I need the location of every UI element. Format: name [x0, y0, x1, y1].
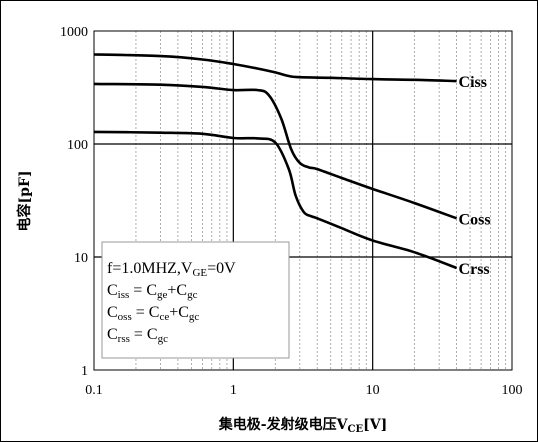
- x-tick-label: 100: [502, 383, 523, 398]
- annotation-line-2: Ciss = Cge+Cgc: [107, 282, 198, 301]
- series-label-coss: Coss: [459, 211, 491, 228]
- plot-border: [93, 30, 513, 371]
- series-line-coss: [93, 82, 458, 220]
- series-line-crss: [93, 130, 458, 270]
- x-tick-label: 1: [230, 383, 237, 398]
- y-tick-label: 1000: [60, 25, 88, 40]
- annotation-box: f=1.0MHZ,VGE=0V Ciss = Cge+Cgc Coss = Cc…: [101, 241, 290, 359]
- series-labels: Ciss Coss Crss: [459, 74, 491, 278]
- annotation-line-3: Coss = Cce+Cgc: [107, 304, 199, 323]
- series-lines: [93, 53, 458, 270]
- series-label-crss: Crss: [459, 261, 490, 278]
- series-label-ciss: Ciss: [459, 74, 487, 91]
- x-axis-title: 集电极-发射级电压VCE[V]: [218, 416, 387, 435]
- annotation-line-4: Crss = Cgc: [107, 326, 168, 345]
- x-tick-label: 0.1: [85, 383, 103, 398]
- y-tick-label: 10: [74, 251, 88, 266]
- tick-labels: 0.1 1 10 100 1 10 100 1000: [60, 25, 523, 398]
- annotation-line-1: f=1.0MHZ,VGE=0V: [107, 260, 236, 279]
- y-tick-label: 100: [67, 138, 88, 153]
- x-tick-label: 10: [366, 383, 380, 398]
- y-axis-title: 电容[pF]: [16, 171, 33, 232]
- series-line-ciss: [93, 53, 457, 83]
- y-tick-label: 1: [81, 364, 88, 379]
- grid: [94, 31, 512, 370]
